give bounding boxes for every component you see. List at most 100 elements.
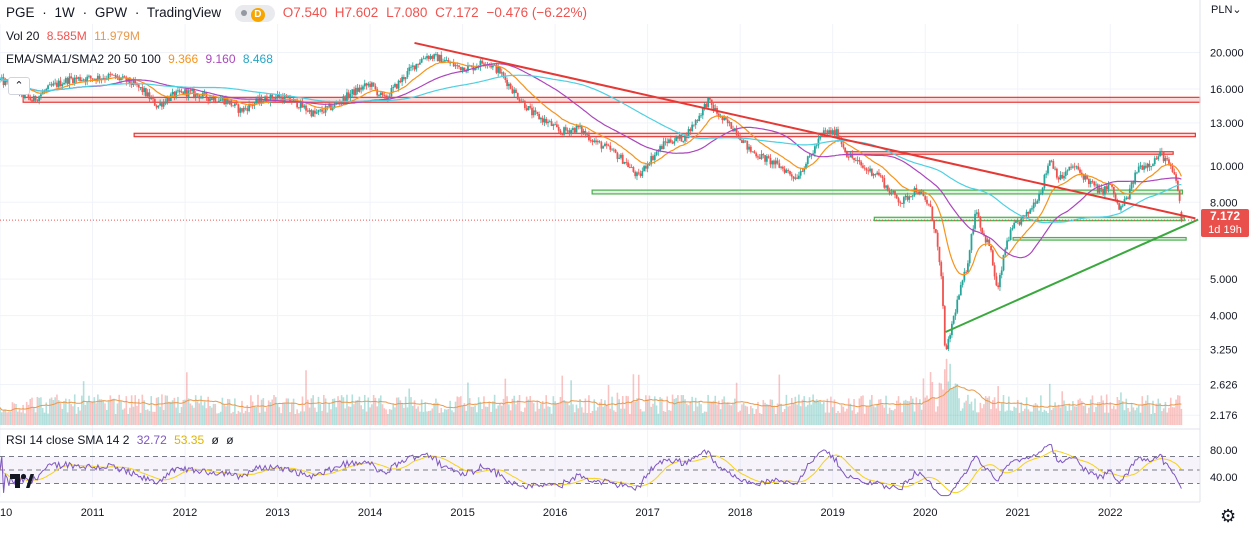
volume-bar (840, 404, 843, 425)
candle-body (646, 164, 649, 169)
volume-bar (531, 401, 533, 425)
volume-bar (1155, 403, 1158, 425)
volume-bar (150, 396, 153, 425)
volume-bar (20, 412, 23, 425)
candle-body (596, 141, 599, 143)
volume-bar (24, 413, 26, 425)
candle-body (737, 134, 740, 136)
volume-legend[interactable]: Vol 20 8.585M 11.979M (6, 29, 144, 43)
candle-body (543, 118, 546, 123)
ma-legend[interactable]: EMA/SMA1/SMA2 20 50 100 9.366 9.160 8.46… (6, 52, 277, 66)
symbol-legend[interactable]: PGE · 1W · GPW · TradingView D O7.540 H7… (6, 5, 588, 22)
volume-bar (305, 370, 307, 425)
price-tick-label: 5.000 (1210, 274, 1238, 286)
candle-body (618, 157, 621, 159)
volume-bar (225, 406, 227, 425)
candle-body (136, 84, 138, 86)
volume-bar (166, 395, 169, 425)
symbol-name[interactable]: PGE (6, 5, 35, 20)
volume-bar (1178, 395, 1181, 425)
candle-body (319, 109, 322, 111)
volume-bar (668, 410, 670, 425)
volume-bar (1050, 409, 1053, 425)
candle-body (162, 101, 165, 107)
candle-body (214, 97, 217, 103)
rsi-legend-label[interactable]: RSI 14 close SMA 14 2 (6, 433, 130, 447)
candle-body (1020, 218, 1023, 225)
candle-body (879, 175, 882, 177)
candle-body (420, 58, 423, 63)
candle-body (513, 89, 516, 94)
volume-bar (1080, 401, 1083, 425)
candle-body (988, 239, 991, 246)
volume-bar (372, 394, 375, 425)
volume-bar (66, 412, 69, 425)
candle-body (463, 67, 466, 72)
volume-bar (390, 409, 393, 425)
candle-body (66, 78, 69, 84)
volume-bar (415, 408, 418, 425)
candle-body (572, 128, 574, 130)
candle-body (89, 75, 92, 79)
volume-bar (620, 408, 622, 425)
volume-bar (518, 394, 521, 425)
volume-bar (616, 392, 619, 425)
candle-body (1043, 174, 1046, 188)
interval-label[interactable]: 1W (54, 5, 75, 20)
volume-bar (50, 397, 53, 425)
volume-bar (835, 413, 838, 425)
tradingview-logo-icon[interactable] (8, 470, 34, 492)
candle-body (972, 228, 975, 234)
volume-bar (846, 408, 848, 425)
volume-bar (1136, 407, 1138, 425)
candle-body (1080, 172, 1083, 175)
volume-bar (276, 404, 279, 425)
candle-body (153, 98, 156, 106)
candle-body (59, 80, 62, 87)
ma-legend-label[interactable]: EMA/SMA1/SMA2 20 50 100 (6, 52, 161, 66)
volume-bar (258, 412, 261, 425)
volume-bar (611, 396, 613, 425)
settings-gear-icon[interactable]: ⚙ (1220, 506, 1237, 526)
volume-bar (125, 396, 128, 425)
currency-selector[interactable]: PLN⌄ (1211, 3, 1242, 16)
volume-legend-label[interactable]: Vol 20 (6, 29, 40, 43)
volume-bar (783, 409, 786, 425)
volume-bar (541, 400, 544, 425)
candle-body (1127, 197, 1129, 199)
volume-bar (0, 407, 1, 425)
volume-bar (566, 402, 569, 425)
volume-bar (292, 398, 295, 425)
volume-bar (1052, 407, 1055, 425)
volume-bar (883, 407, 886, 425)
candle-body (764, 155, 766, 162)
dividend-badge[interactable]: D (250, 8, 265, 22)
volume-bar (388, 409, 391, 425)
candle-body (639, 173, 642, 176)
volume-bar (906, 400, 909, 425)
volume-bar (246, 405, 249, 425)
rsi-legend[interactable]: RSI 14 close SMA 14 2 32.72 53.35 ø ø (6, 433, 238, 447)
candle-body (723, 117, 726, 121)
candle-body (459, 66, 462, 71)
candle-body (1139, 165, 1142, 167)
volume-bar (525, 396, 528, 425)
volume-bar (1066, 410, 1069, 425)
session-pill[interactable]: D (234, 5, 275, 22)
candle-body (532, 110, 535, 116)
volume-bar (678, 402, 681, 425)
volume-bar (120, 401, 122, 425)
sma-50-line (0, 63, 1182, 259)
candle-body (1016, 221, 1019, 222)
volume-bar (182, 399, 185, 425)
rsi-value: 32.72 (136, 433, 167, 447)
candle-body (831, 130, 834, 135)
exchange-label: GPW (94, 5, 128, 20)
volume-bar (162, 410, 165, 425)
candle-body (721, 115, 724, 121)
collapse-legend-button[interactable]: ⌃ (8, 77, 30, 95)
volume-bar (919, 399, 921, 425)
price-level-band (845, 151, 1174, 155)
